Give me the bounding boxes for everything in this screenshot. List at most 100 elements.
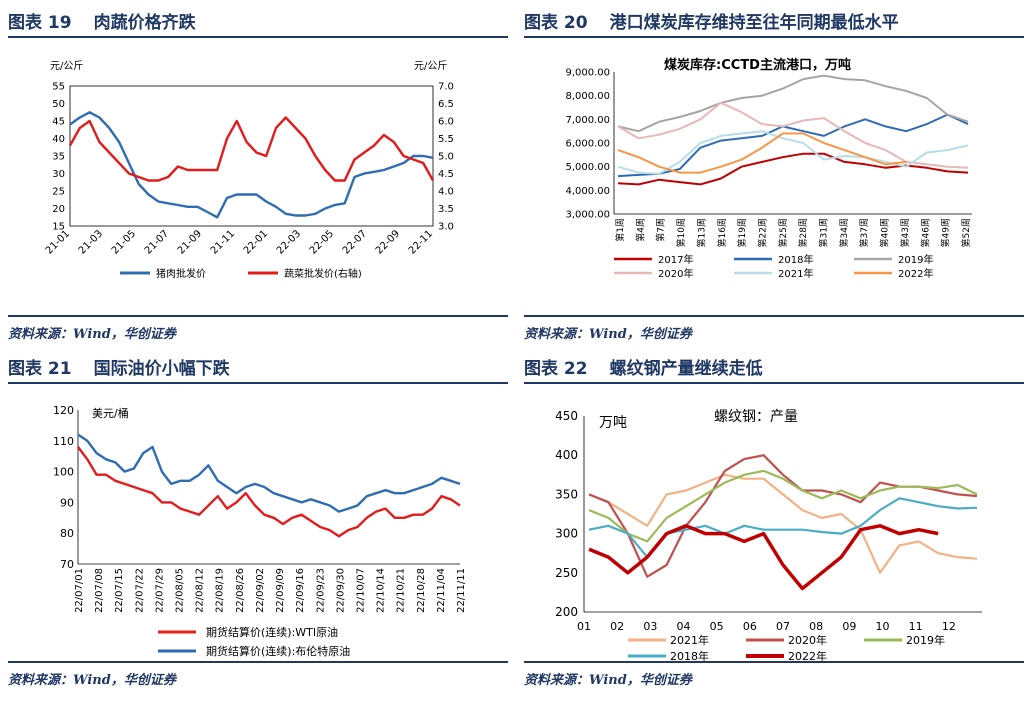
- x-tick-label: 22/10/28: [416, 568, 427, 613]
- y-tick-right: 6.0: [438, 117, 454, 128]
- y-tick-left: 50: [52, 99, 65, 110]
- legend-veg-label: 蔬菜批发价(右轴): [284, 267, 362, 280]
- y-tick-label: 110: [53, 435, 74, 448]
- figure-title: 图表 21 国际油价小幅下跌: [8, 354, 508, 384]
- series-line: [617, 113, 969, 178]
- x-tick-label: 21-11: [209, 228, 237, 256]
- y-tick-label: 450: [555, 409, 578, 423]
- series-line: [588, 469, 978, 543]
- x-tick-label: 21-03: [77, 228, 105, 256]
- series-line: [617, 74, 969, 133]
- x-tick-label: 22/09/09: [275, 568, 286, 613]
- x-tick-label: 第34周: [838, 218, 850, 247]
- source-note: 资料来源：Wind，华创证券: [8, 315, 508, 342]
- x-tick-label: 06: [743, 620, 757, 633]
- figure-number: 图表 21: [8, 359, 72, 379]
- y-tick-left: 45: [52, 117, 65, 128]
- y-tick-right: 3.5: [438, 204, 454, 215]
- figure-caption: 肉蔬价格齐跌: [93, 13, 196, 33]
- y-tick-left: 20: [52, 204, 65, 215]
- axis-unit: 万吨: [599, 415, 627, 431]
- x-tick-label: 22-07: [341, 228, 369, 256]
- x-tick-label: 22-09: [374, 228, 402, 256]
- y-tick-label: 300: [555, 527, 578, 541]
- y-tick-label: 8,000.00: [565, 91, 610, 102]
- x-tick-label: 09: [842, 620, 856, 633]
- y-tick-right: 6.5: [438, 99, 454, 110]
- coal-inventory-chart: 煤炭库存:CCTD主流港口，万吨 9,000.00 8,000.00 7,000.0…: [565, 57, 972, 280]
- chart-title: 煤炭库存:CCTD主流港口，万吨: [664, 57, 851, 73]
- y-tick-label: 100: [53, 466, 74, 479]
- y-tick-left: 15: [52, 222, 65, 233]
- x-tick-label: 第13周: [695, 218, 707, 247]
- y-tick-label: 5,000.00: [565, 162, 610, 173]
- legend-pork-label: 猪肉批发价: [156, 267, 206, 280]
- legend-label: 2019年: [898, 253, 933, 266]
- series-line: [77, 446, 461, 538]
- x-tick-label: 22/09/30: [335, 568, 346, 613]
- legend-label: 2020年: [658, 267, 693, 280]
- x-tick-label: 第4周: [634, 218, 646, 242]
- x-tick-label: 22/08/19: [215, 568, 226, 613]
- x-tick-label: 22/10/14: [376, 568, 387, 613]
- x-tick-label: 22/11/11: [456, 568, 467, 613]
- x-tick-label: 第49周: [940, 218, 952, 247]
- x-tick-label: 第1周: [614, 218, 626, 242]
- figure-title: 图表 22 螺纹钢产量继续走低: [524, 354, 1024, 384]
- figure-caption: 港口煤炭库存维持至往年同期最低水平: [609, 13, 899, 33]
- legend-label: 2018年: [670, 649, 709, 663]
- y-tick-right: 4.5: [438, 169, 454, 180]
- y-tick-left: 35: [52, 152, 65, 163]
- x-tick-label: 第28周: [797, 218, 809, 247]
- x-tick-label: 04: [677, 620, 691, 633]
- y-tick-label: 80: [60, 527, 74, 540]
- y-tick-label: 200: [555, 605, 578, 619]
- figure-number: 图表 20: [524, 13, 588, 33]
- x-tick-label: 22-01: [242, 228, 270, 256]
- x-tick-label: 22/10/21: [396, 568, 407, 613]
- x-tick-label: 第40周: [879, 218, 891, 247]
- y-tick-label: 4,000.00: [565, 186, 610, 197]
- figure-caption: 螺纹钢产量继续走低: [609, 359, 763, 379]
- x-tick-label: 22/09/23: [315, 568, 326, 613]
- y-tick-right: 5.0: [438, 152, 454, 163]
- y-tick-label: 7,000.00: [565, 115, 610, 126]
- x-tick-label: 05: [710, 620, 724, 633]
- left-axis-unit: 元/公斤: [50, 60, 83, 72]
- y-tick-label: 90: [60, 496, 74, 509]
- x-tick-label: 第10周: [675, 218, 687, 247]
- series-line: [68, 116, 435, 182]
- legend: 期货结算价(连续):WTI原油 期货结算价(连续):布伦特原油: [158, 625, 350, 658]
- x-tick-label: 21-05: [110, 228, 138, 256]
- right-axis-unit: 元/公斤: [414, 60, 447, 72]
- y-tick-label: 70: [60, 558, 74, 571]
- legend-label: 2018年: [778, 253, 813, 266]
- legend: 猪肉批发价 蔬菜批发价(右轴): [120, 267, 362, 280]
- figure-title: 图表 20 港口煤炭库存维持至往年同期最低水平: [524, 8, 1024, 38]
- legend-label: 2022年: [898, 267, 933, 280]
- y-tick-label: 9,000.00: [565, 68, 610, 79]
- x-tick-label: 第31周: [818, 218, 830, 247]
- series-line: [617, 152, 969, 186]
- series-line: [617, 132, 907, 174]
- y-tick-label: 400: [555, 448, 578, 462]
- x-tick-label: 第25周: [777, 218, 789, 247]
- legend: 2021年 2020年 2019年 2018年 2022年: [628, 633, 945, 663]
- figure-22: 图表 22 螺纹钢产量继续走低 万吨 螺纹钢：产量 450 400 350 300 250…: [524, 346, 1024, 701]
- series-line: [69, 111, 434, 219]
- y-tick-right: 3.0: [438, 222, 454, 233]
- x-tick-label: 22/09/16: [295, 568, 306, 613]
- y-tick-left: 30: [52, 169, 65, 180]
- x-tick-label: 22-03: [275, 228, 303, 256]
- legend-label: 2020年: [788, 633, 827, 647]
- x-tick-label: 第46周: [919, 218, 931, 247]
- x-tick-label: 第43周: [899, 218, 911, 247]
- x-tick-label: 21-07: [143, 228, 171, 256]
- legend-label: 2021年: [778, 267, 813, 280]
- x-tick-label: 12: [942, 620, 956, 633]
- legend-label: 2021年: [670, 633, 709, 647]
- x-tick-label: 22/07/08: [94, 568, 105, 613]
- source-note: 资料来源：Wind，华创证券: [8, 661, 508, 688]
